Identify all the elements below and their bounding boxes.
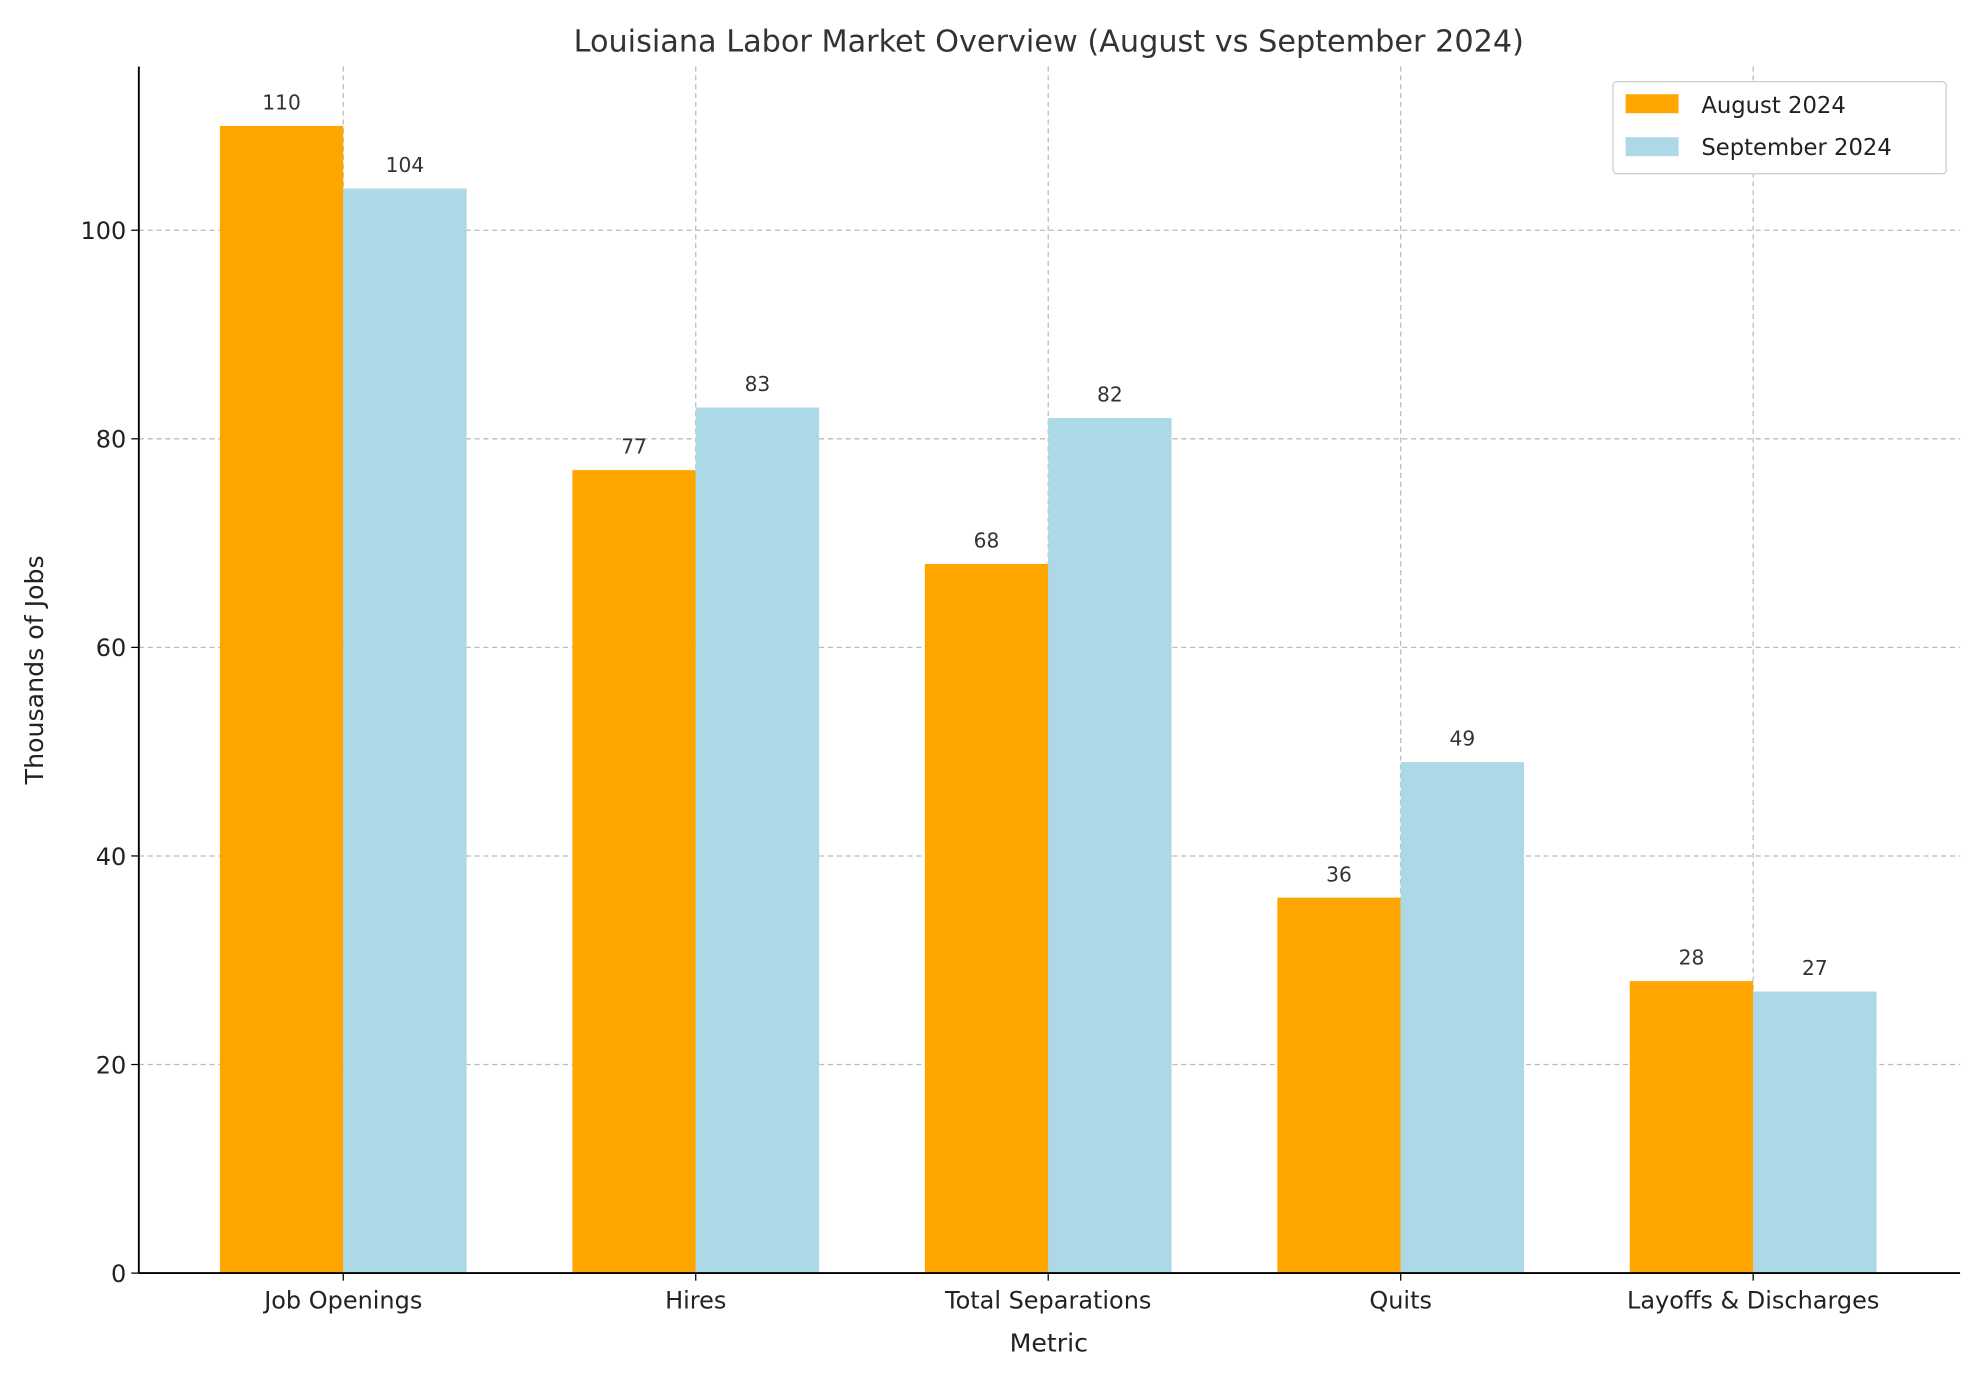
- y-tick-label: 60: [96, 634, 127, 662]
- x-tick-label: Job Openings: [262, 1286, 422, 1314]
- x-tick-label: Hires: [665, 1286, 726, 1314]
- data-label: 49: [1450, 727, 1476, 751]
- bars: [219, 125, 1877, 1274]
- bar-september: [1400, 762, 1525, 1274]
- data-labels: 110 77 68 36 28 104 83 82 49 27: [262, 91, 1827, 981]
- data-label: 27: [1802, 956, 1828, 980]
- data-label: 110: [262, 91, 301, 115]
- legend-label-august: August 2024: [1701, 93, 1845, 119]
- data-label: 82: [1097, 383, 1123, 407]
- chart-title: Louisiana Labor Market Overview (August …: [574, 24, 1524, 59]
- x-tick-label: Layoffs & Discharges: [1627, 1286, 1879, 1314]
- legend-swatch-september: [1625, 137, 1679, 157]
- data-label: 68: [974, 529, 1000, 553]
- bar-august: [572, 470, 696, 1274]
- legend-label-september: September 2024: [1701, 135, 1891, 161]
- y-tick-label: 100: [80, 217, 126, 245]
- bar-september: [695, 407, 820, 1274]
- legend-swatch-august: [1625, 94, 1679, 114]
- bar-august: [924, 563, 1049, 1274]
- x-tick-label: Total Separations: [944, 1286, 1151, 1314]
- y-axis-label: Thousands of Jobs: [20, 555, 49, 785]
- data-label: 77: [621, 435, 647, 459]
- x-axis-label: Metric: [1010, 1328, 1088, 1357]
- y-tick-label: 0: [111, 1260, 126, 1288]
- bar-august: [219, 125, 344, 1274]
- y-ticks: 0 20 40 60 80 100: [80, 217, 139, 1288]
- legend: August 2024 September 2024: [1612, 81, 1947, 175]
- data-label: 36: [1326, 862, 1352, 886]
- y-tick-label: 40: [96, 843, 127, 871]
- bar-september: [343, 188, 467, 1274]
- x-tick-label: Quits: [1369, 1286, 1432, 1314]
- data-label: 83: [745, 372, 771, 396]
- data-label: 104: [386, 153, 425, 177]
- y-tick-label: 80: [96, 426, 127, 454]
- data-label: 28: [1679, 946, 1705, 970]
- bar-september: [1048, 417, 1172, 1274]
- y-tick-label: 20: [96, 1051, 127, 1079]
- bar-august: [1629, 981, 1754, 1274]
- bar-september: [1753, 991, 1877, 1274]
- x-ticks: Job Openings Hires Total Separations Quits L…: [262, 1273, 1879, 1314]
- bar-august: [1277, 897, 1401, 1274]
- legend-frame: [1612, 81, 1947, 175]
